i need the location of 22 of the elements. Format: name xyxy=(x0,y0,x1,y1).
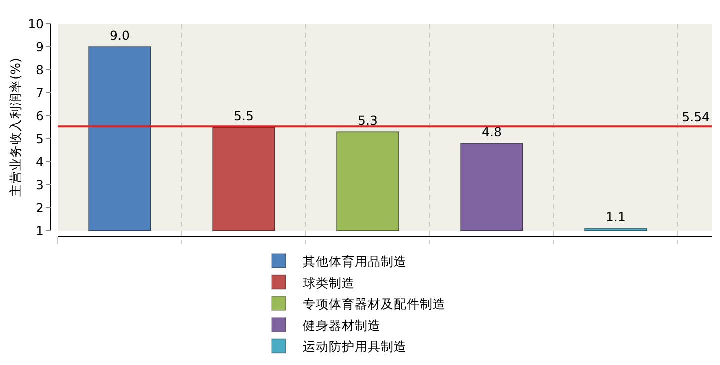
y-tick-label: 7 xyxy=(36,86,44,100)
y-tick-label: 5 xyxy=(36,132,44,146)
legend-label: 健身器材制造 xyxy=(303,318,381,333)
y-tick-label: 3 xyxy=(36,178,44,192)
y-tick-label: 6 xyxy=(36,108,44,124)
y-tick-label: 2 xyxy=(36,200,44,216)
y-tick-label: 8 xyxy=(36,62,44,78)
data-label: 9.0 xyxy=(110,28,130,43)
legend-label: 运动防护用具制造 xyxy=(303,339,407,354)
y-tick-label: 9 xyxy=(36,40,44,54)
y-tick-label: 4 xyxy=(36,154,44,170)
legend-label: 专项体育器材及配件制造 xyxy=(303,296,446,312)
data-label: 1.1 xyxy=(606,210,626,225)
legend-label: 球类制造 xyxy=(303,275,355,290)
ref-line-label: 5.54 xyxy=(682,110,710,125)
y-tick-label: 10 xyxy=(28,16,44,32)
y-tick-label: 1 xyxy=(36,224,44,238)
y-axis-title: 主营业务收入利润率(%) xyxy=(8,58,23,197)
data-label: 5.5 xyxy=(234,108,254,124)
legend-label: 其他体育用品制造 xyxy=(303,254,407,269)
data-label: 5.3 xyxy=(358,113,378,128)
data-label: 4.8 xyxy=(482,124,502,140)
